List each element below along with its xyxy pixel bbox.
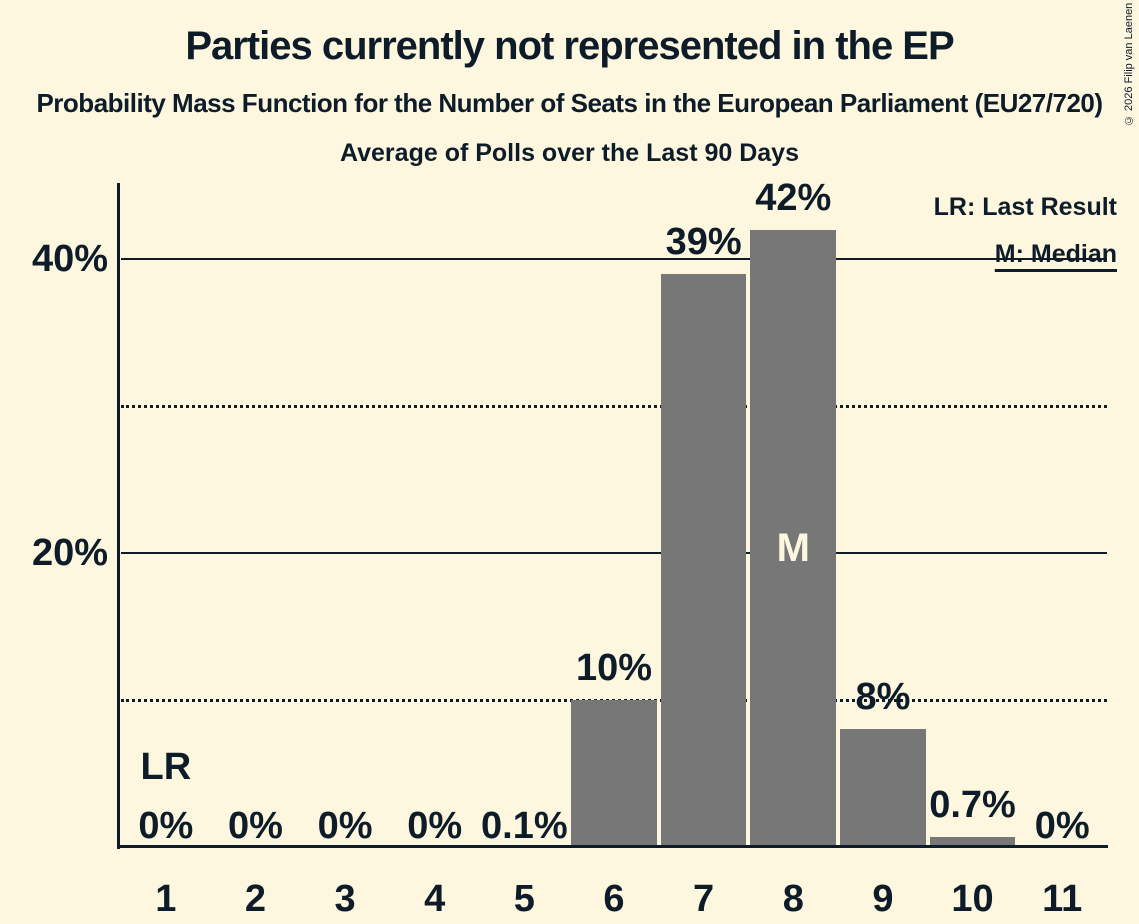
bar-value-label: 42% [755,176,832,219]
x-axis-tick-label: 9 [872,878,894,920]
gridline-dotted [121,404,1107,408]
x-axis-tick-label: 8 [782,878,804,920]
x-axis-tick-label: 7 [693,878,715,920]
bar-value-label: 0.7% [929,783,1016,826]
bar [571,700,657,847]
bar [929,836,1016,847]
bar-value-label: 0.1% [481,805,568,847]
median-marker: M [776,525,810,570]
x-axis-tick-label: 10 [951,878,994,920]
bar-value-label: 0% [138,805,194,847]
last-result-marker: LR [140,746,192,788]
y-axis-tick-label: 40% [31,238,108,280]
chart-title: Parties currently not represented in the… [185,24,954,68]
bar [660,273,747,847]
legend-last-result-label: LR: Last Result [933,193,1117,221]
bar [750,229,837,847]
y-axis-tick-label: 20% [31,532,108,574]
gridline-solid [121,258,1107,260]
bar [840,729,926,847]
gridline-solid [121,552,1107,554]
legend-median-label: M: Median [994,240,1117,268]
chart-subtitle: Probability Mass Function for the Number… [36,88,1103,118]
bar-value-label: 0% [1034,805,1090,847]
bar-value-label: 0% [317,805,373,847]
y-axis-line [117,183,120,849]
bar-value-label: 8% [855,676,911,719]
x-axis-tick-label: 3 [334,878,356,920]
x-axis-line [117,845,1108,848]
x-axis-tick-label: 11 [1042,878,1083,920]
chart-legend: LR: Last Result M: Median [934,184,1117,278]
bar-value-label: 39% [665,220,742,263]
bar-value-label: 0% [407,805,463,847]
x-axis-tick-label: 5 [513,878,535,920]
bar-value-label: 0% [227,805,283,847]
x-axis-tick-label: 2 [244,878,267,920]
x-axis-tick-label: 1 [155,878,177,920]
x-axis-tick-label: 4 [424,878,446,920]
x-axis-tick-label: 6 [603,878,625,920]
bar-value-label: 10% [575,647,653,689]
chart-period: Average of Polls over the Last 90 Days [340,139,799,167]
